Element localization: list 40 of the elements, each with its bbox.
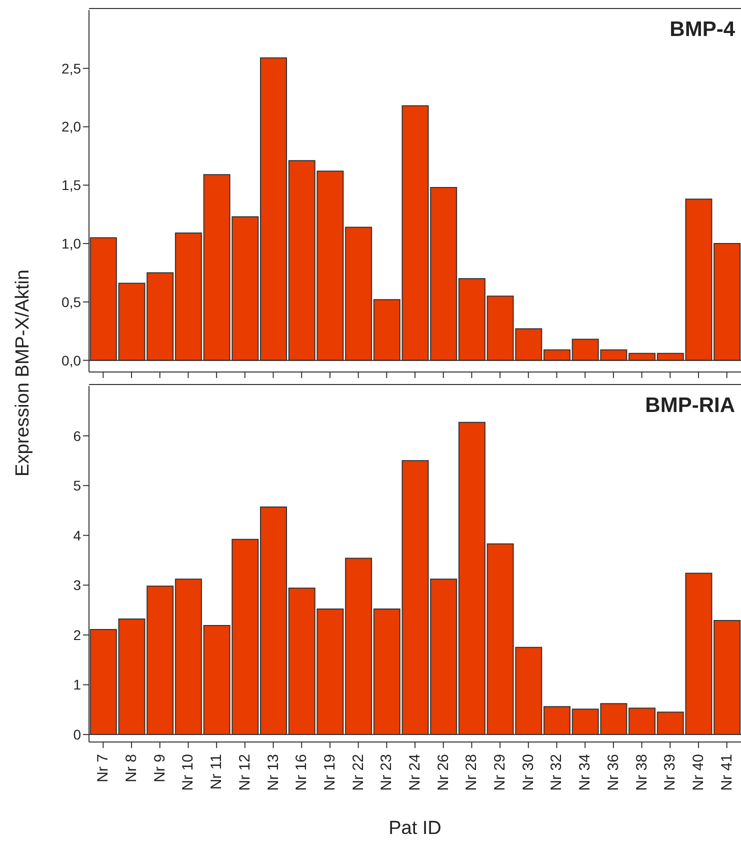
y-tick-label: 0 [73,726,82,742]
x-tick-label: Nr 39 [662,754,679,791]
x-tick-label: Nr 29 [492,754,509,791]
x-tick-label: Nr 40 [690,754,707,791]
chart-title: BMP-RIA [645,394,735,418]
y-axis-title: Expression BMP-X/Aktin [12,270,34,476]
x-tick-label: Nr 7 [94,754,112,782]
x-tick-label: Nr 16 [293,754,310,791]
y-tick-label: 0,5 [62,294,82,310]
x-tick-label: Nr 32 [548,754,566,791]
x-tick-label: Nr 9 [151,754,168,782]
x-tick-label: Nr 30 [520,754,537,791]
y-tick-label: 5 [73,478,82,494]
x-tick-label: Nr 36 [604,754,622,791]
x-tick-label: Nr 34 [576,754,594,791]
y-tick-label: 4 [73,527,82,544]
x-tick-label: Nr 22 [350,754,367,791]
x-tick-label: Nr 19 [321,754,338,791]
y-tick-label: 1,5 [62,177,82,194]
x-tick-label: Nr 24 [406,754,424,791]
y-tick-label: 1,0 [62,236,82,252]
y-tick-label: 0,0 [62,352,82,368]
y-tick-label: 6 [73,428,82,444]
x-tick-label: Nr 28 [463,754,480,791]
x-tick-label: Nr 8 [123,754,140,782]
x-tick-label: Nr 10 [180,754,197,791]
x-axis-title: Pat ID [388,818,442,839]
x-tick-label: Nr 13 [264,754,282,791]
y-tick-label: 2 [73,626,82,643]
x-tick-label: Nr 11 [208,754,226,790]
y-tick-label: 2,0 [62,118,82,135]
x-tick-label: Nr 26 [434,754,452,791]
x-tick-label: Nr 38 [633,754,650,791]
chart-title: BMP-4 [670,18,735,42]
y-tick-label: 1 [73,676,82,693]
x-tick-label: Nr 41 [718,754,736,791]
y-tick-label: 2,5 [62,60,82,76]
x-tick-label: Nr 23 [378,754,396,791]
x-tick-label: Nr 12 [236,754,254,791]
y-tick-label: 3 [73,577,82,594]
